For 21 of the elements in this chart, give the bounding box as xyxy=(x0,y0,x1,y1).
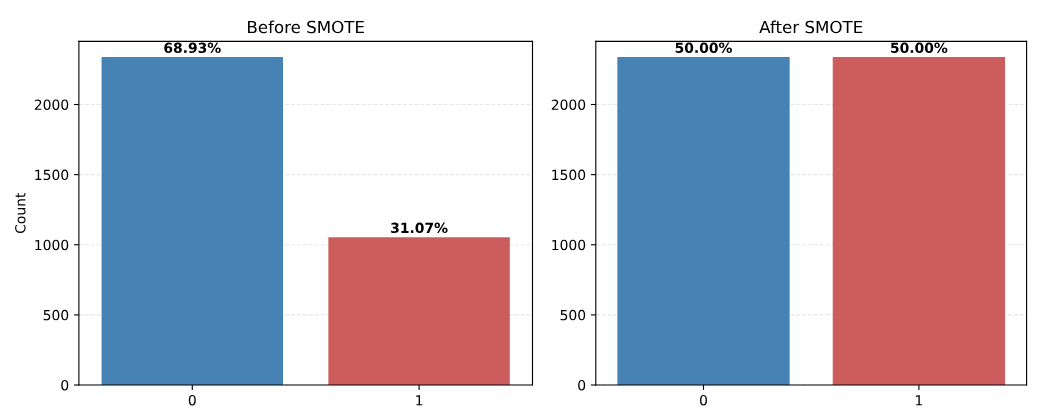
y-tick-label: 500 xyxy=(43,309,69,321)
annotation: 50.00% xyxy=(675,42,732,54)
y-tick-label: 1000 xyxy=(552,239,586,251)
x-tick-label: 1 xyxy=(916,395,923,406)
y-axis-title: Count xyxy=(15,192,26,234)
y-tick-label: 1500 xyxy=(35,169,69,181)
x-tick-label: 0 xyxy=(188,394,196,406)
chart-title: Before SMOTE xyxy=(248,20,364,34)
x-tick-label: 1 xyxy=(416,395,423,406)
y-tick-label: 2000 xyxy=(551,99,586,110)
y-tick-label: 500 xyxy=(560,309,586,321)
chart-title: After SMOTE xyxy=(759,20,863,34)
annotation: 50.00% xyxy=(891,42,948,54)
annotation: 31.07% xyxy=(391,222,448,234)
y-tick-label: 2000 xyxy=(34,99,69,110)
y-tick-label: 0 xyxy=(578,379,586,391)
annotation: 68.93% xyxy=(164,42,221,54)
y-tick-label: 1500 xyxy=(552,169,586,181)
y-tick-label: 1000 xyxy=(35,239,69,251)
x-tick-label: 0 xyxy=(700,394,707,406)
y-tick-label: 0 xyxy=(61,379,69,391)
